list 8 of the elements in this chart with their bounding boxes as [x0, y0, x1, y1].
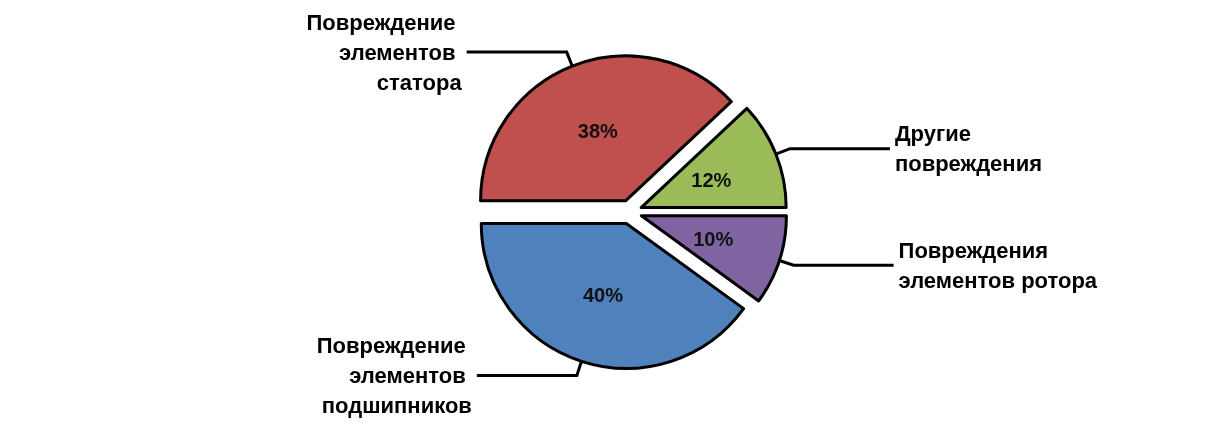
data-label: 12%	[691, 168, 732, 191]
data-label: 38%	[577, 119, 619, 142]
slice-label: Другие повреждения	[894, 121, 1043, 177]
slice-label: Повреждение элементов подшипников	[316, 333, 472, 419]
slice-label: Повреждения элементов ротора	[898, 237, 1098, 293]
data-label: 40%	[582, 284, 624, 307]
legend-label: Повреждение элементов статора	[306, 9, 463, 95]
data-label: 10%	[693, 228, 734, 251]
